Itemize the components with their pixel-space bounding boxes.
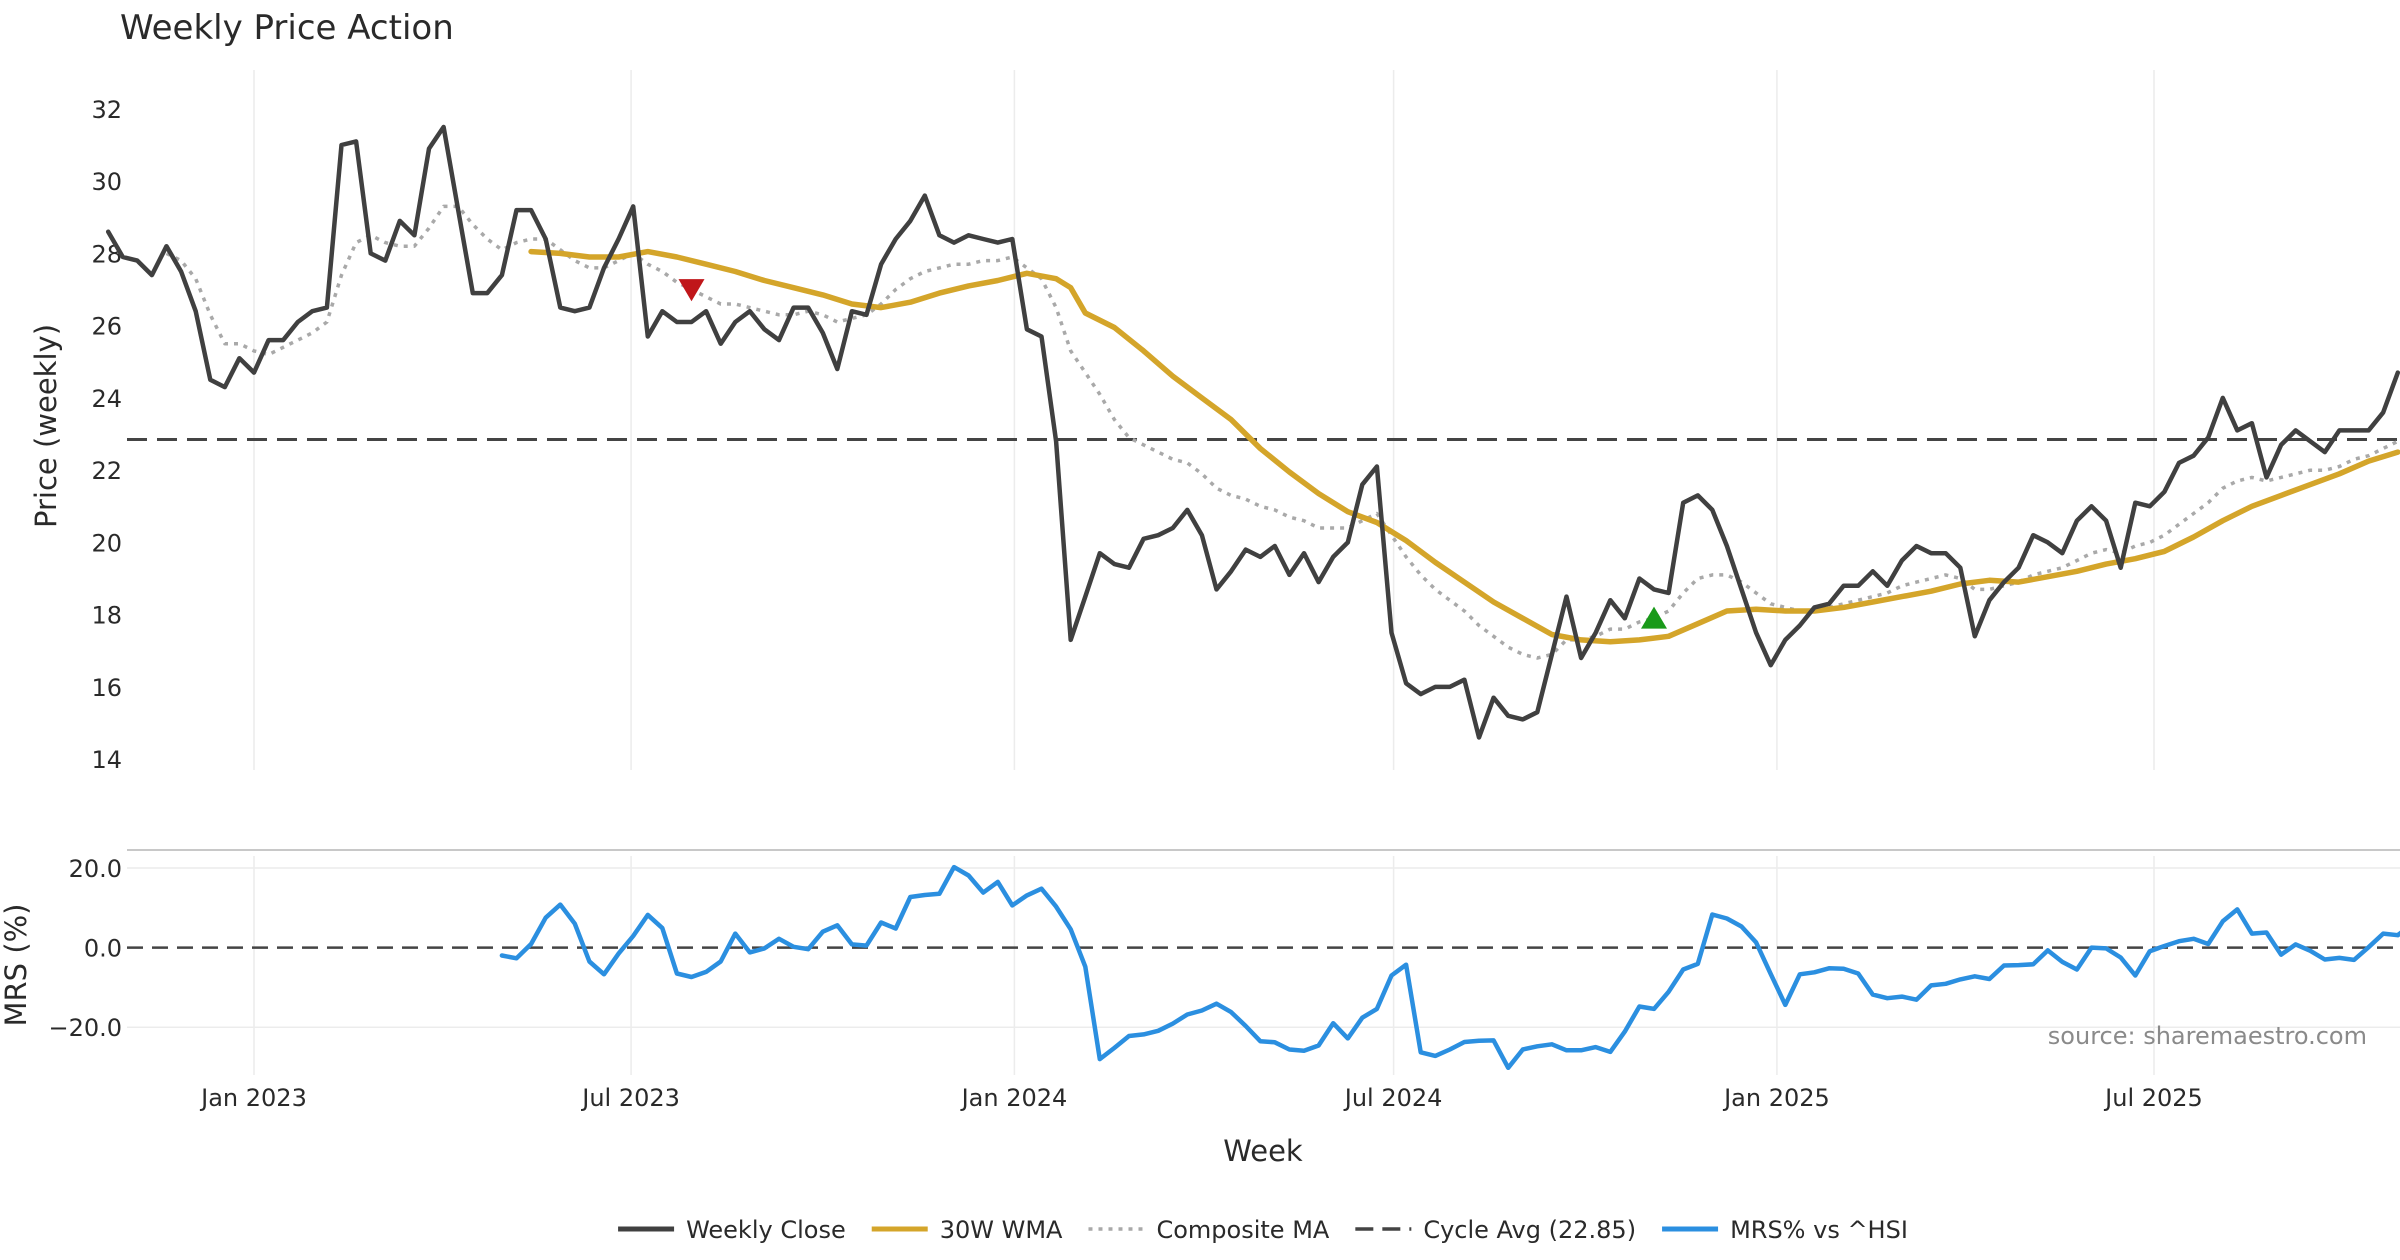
x-axis-ticks: Jan 2023 Jul 2023 Jan 2024 Jul 2024 Jan 2025… — [199, 1084, 2203, 1112]
x-tick-label: Jul 2023 — [580, 1084, 680, 1112]
price-panel-grid — [253, 70, 2155, 770]
price-y-tick-label: 32 — [91, 96, 122, 124]
mrs-series-line — [499, 864, 2400, 1071]
chart-title: Weekly Price Action — [120, 8, 454, 48]
wma-series-line — [528, 248, 2400, 645]
signal-markers — [678, 279, 1667, 629]
mrs-panel-grid — [127, 856, 2400, 1075]
price-y-tick-label: 16 — [91, 674, 122, 702]
x-tick-label: Jul 2024 — [1343, 1084, 1443, 1112]
mrs-y-tick-label: −20.0 — [48, 1014, 122, 1042]
mrs-y-axis-label: MRS (%) — [0, 904, 33, 1027]
x-tick-label: Jan 2024 — [960, 1084, 1068, 1112]
mrs-y-tick-label: 0.0 — [84, 935, 122, 963]
price-y-tick-label: 14 — [91, 746, 122, 774]
legend-item: MRS% vs ^HSI — [1662, 1216, 1908, 1244]
sell-signal-marker — [678, 279, 705, 302]
close-series-line — [105, 124, 2400, 740]
price-y-tick-label: 24 — [91, 385, 122, 413]
legend-label: MRS% vs ^HSI — [1730, 1216, 1908, 1244]
mrs-series-group — [499, 864, 2400, 1071]
price-y-tick-label: 18 — [91, 602, 122, 630]
price-y-tick-label: 20 — [91, 529, 122, 557]
source-credit: source: sharemaestro.com — [2048, 1022, 2367, 1050]
price-series-group — [105, 124, 2400, 740]
legend-label: 30W WMA — [940, 1216, 1063, 1244]
legend-label: Weekly Close — [686, 1216, 846, 1244]
x-tick-label: Jan 2025 — [1722, 1084, 1830, 1112]
price-y-tick-label: 26 — [91, 313, 122, 341]
legend-item: Composite MA — [1088, 1216, 1330, 1244]
x-axis-label: Week — [1223, 1134, 1303, 1168]
mrs-y-axis-ticks: 20.0 0.0 −20.0 — [48, 855, 122, 1042]
legend: Weekly Close 30W WMA Composite MA Cycle Avg… — [618, 1216, 1908, 1244]
legend-item: Cycle Avg (22.85) — [1355, 1216, 1636, 1244]
x-tick-label: Jul 2025 — [2103, 1084, 2203, 1112]
price-y-tick-label: 22 — [91, 457, 122, 485]
legend-item: Weekly Close — [618, 1216, 846, 1244]
buy-signal-marker — [1641, 606, 1667, 629]
price-y-tick-label: 30 — [91, 168, 122, 196]
legend-label: Composite MA — [1156, 1216, 1329, 1244]
mrs-y-tick-label: 20.0 — [69, 855, 122, 883]
legend-label: Cycle Avg (22.85) — [1423, 1216, 1636, 1244]
x-tick-label: Jan 2023 — [199, 1084, 307, 1112]
price-y-axis-label: Price (weekly) — [29, 324, 63, 528]
legend-item: 30W WMA — [871, 1216, 1063, 1244]
